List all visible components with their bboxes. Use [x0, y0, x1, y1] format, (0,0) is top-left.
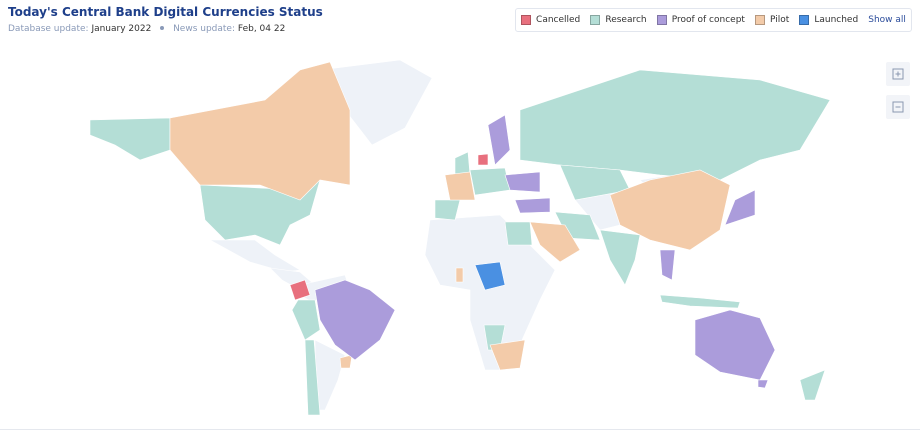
uruguay	[339, 354, 353, 369]
legend-swatch	[656, 15, 667, 25]
europe-central	[469, 167, 511, 196]
china	[609, 169, 731, 251]
australia	[694, 309, 776, 381]
zoom-in-icon	[895, 71, 901, 77]
egypt	[504, 221, 533, 246]
japan	[724, 189, 756, 226]
india	[599, 229, 641, 286]
show-all[interactable]: Show all	[868, 15, 906, 25]
countries-proof-of-concept	[314, 114, 776, 389]
database-label: Database update:	[8, 24, 89, 34]
countries-launched	[474, 261, 506, 291]
world-map	[11, 59, 831, 416]
thailand	[659, 249, 676, 281]
france	[444, 171, 476, 201]
south-africa	[489, 339, 526, 371]
separator	[160, 26, 165, 30]
tasmania	[757, 379, 769, 389]
denmark	[477, 153, 489, 166]
legend-label: Launched	[814, 15, 859, 25]
legend-label: Research	[605, 15, 647, 25]
alaska	[89, 117, 171, 161]
ecuador	[289, 279, 311, 301]
new-zealand	[799, 369, 826, 401]
legend-item[interactable]: Cancelled	[521, 15, 580, 25]
legend-swatch	[590, 15, 601, 25]
ukraine	[504, 171, 541, 193]
brazil	[314, 279, 396, 361]
mexico	[209, 239, 301, 273]
ghana	[455, 267, 464, 283]
indonesia	[659, 294, 741, 309]
news-date: Feb, 04 22	[237, 24, 286, 34]
spain	[434, 199, 461, 221]
countries-cancelled	[289, 153, 489, 301]
sweden	[487, 114, 511, 166]
zoom-in-frame	[892, 68, 904, 80]
update-info: Database update: January 2022 News updat…	[8, 24, 285, 34]
canada	[169, 61, 351, 201]
title: Today's Central Bank Digital Currencies …	[8, 5, 323, 19]
legend-swatch	[521, 15, 532, 25]
argentina	[314, 339, 346, 411]
legend-label: Cancelled	[536, 15, 581, 25]
zoom-in[interactable]	[886, 62, 910, 86]
chile	[304, 339, 321, 416]
legend-item[interactable]: Research	[590, 15, 647, 25]
legend-item[interactable]: Launched	[799, 15, 858, 25]
turkey	[514, 197, 551, 214]
countries-research	[89, 69, 831, 416]
legend-swatch	[755, 15, 766, 25]
legend-swatch	[799, 15, 810, 25]
legend-label: Proof of concept	[671, 15, 745, 25]
zoom-out[interactable]	[886, 95, 910, 119]
database-date: January 2022	[91, 24, 152, 34]
uk	[454, 151, 471, 176]
news-label: News update:	[173, 24, 236, 34]
logo	[11, 409, 44, 416]
legend: Cancelled Research Proof of concept Pilot La…	[515, 8, 912, 32]
russia	[519, 69, 831, 181]
legend-item[interactable]: Pilot	[755, 15, 789, 25]
countries-pilot	[169, 61, 731, 371]
legend-item[interactable]: Proof of concept	[656, 15, 745, 25]
bottom-rule	[0, 429, 920, 430]
legend-label: Pilot	[770, 15, 790, 25]
saudi-arabia	[529, 221, 581, 263]
peru	[291, 299, 321, 341]
zoom-out-frame	[892, 101, 904, 113]
nigeria	[474, 261, 506, 291]
